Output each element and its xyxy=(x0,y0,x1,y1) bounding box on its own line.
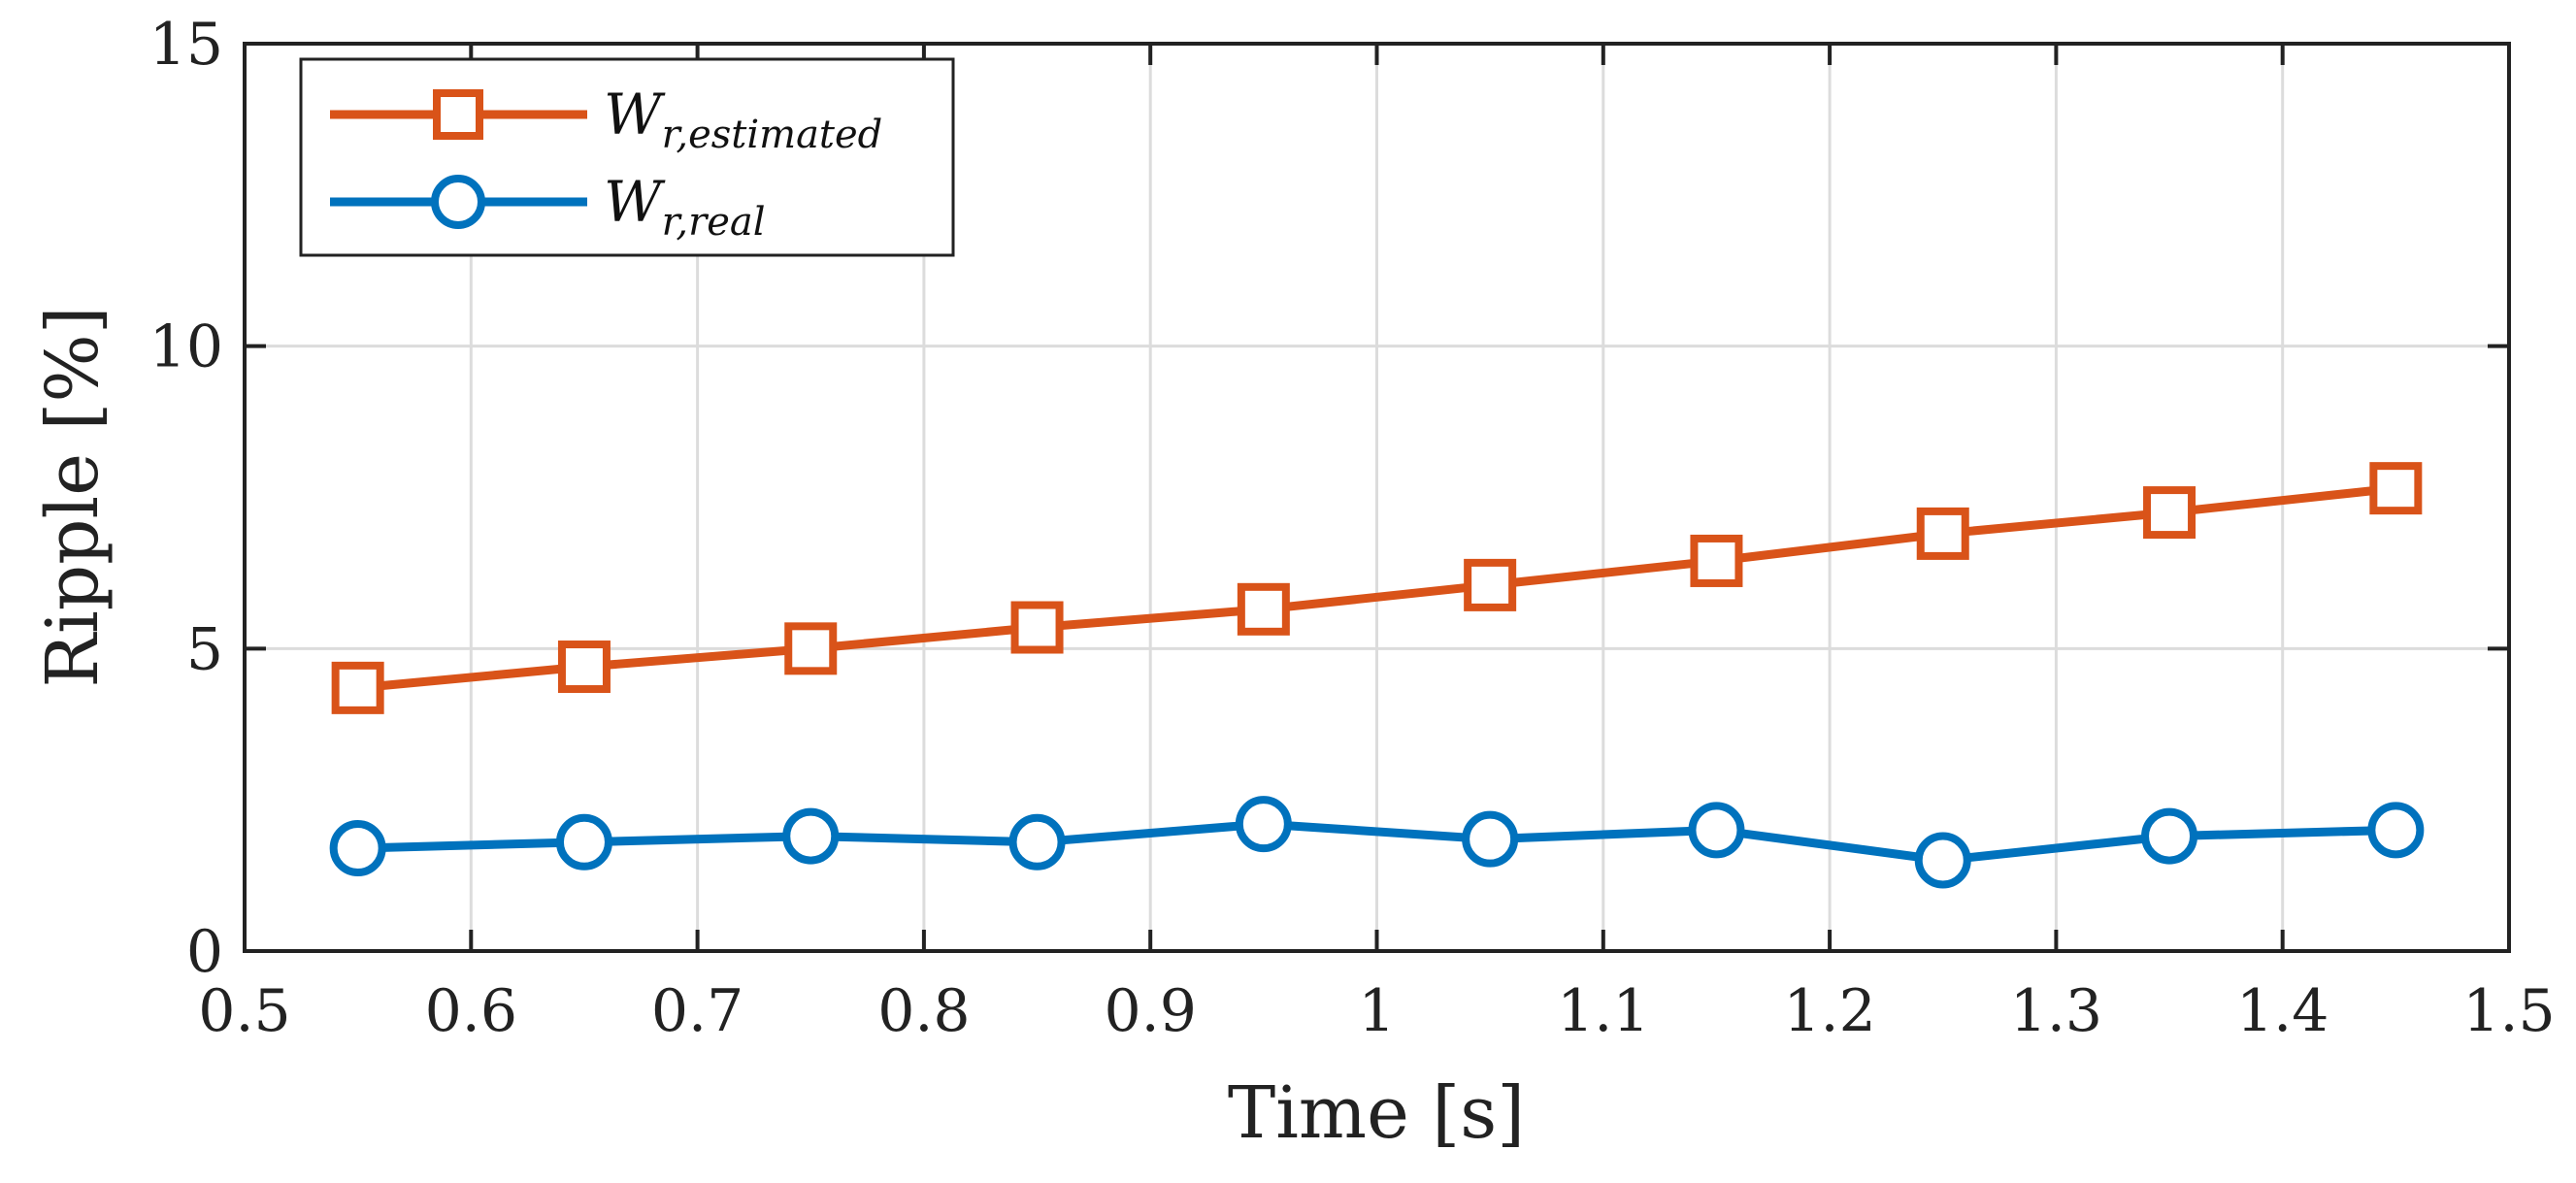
legend-marker-real xyxy=(431,175,485,229)
x-axis-title: Time [s] xyxy=(1228,1071,1525,1155)
x-tick-label: 0.8 xyxy=(877,977,970,1045)
series-line-real xyxy=(357,819,2396,865)
y-tick-label: 10 xyxy=(149,313,223,381)
y-tick-labels: 0 5 10 15 xyxy=(149,11,223,986)
data-point-estimated xyxy=(557,641,611,694)
y-axis-title: Ripple [%] xyxy=(31,306,115,687)
y-tick-label: 15 xyxy=(149,11,223,79)
legend-marker-estimated xyxy=(433,89,483,140)
data-point-estimated xyxy=(331,661,384,714)
x-tick-label: 1 xyxy=(1358,977,1395,1045)
legend: Wr,estimated Wr,real xyxy=(299,57,955,257)
legend-label-estimated-main: W xyxy=(604,82,666,148)
x-tick-label: 1.2 xyxy=(1783,977,1875,1045)
x-tick-label: 0.6 xyxy=(425,977,517,1045)
x-tick-label: 0.9 xyxy=(1104,977,1196,1045)
x-tick-label: 0.7 xyxy=(651,977,743,1045)
data-point-estimated xyxy=(1010,601,1064,654)
data-point-estimated xyxy=(2143,486,2196,540)
data-point-real xyxy=(329,820,386,877)
x-tick-label: 0.5 xyxy=(198,977,290,1045)
legend-label-estimated: Wr,estimated xyxy=(604,82,882,157)
series-line-estimated xyxy=(357,483,2396,693)
data-point-estimated xyxy=(1464,558,1517,611)
y-tick-label: 5 xyxy=(186,615,223,683)
data-point-real xyxy=(1235,796,1292,853)
data-point-estimated xyxy=(1690,534,1743,587)
x-tick-label: 1.3 xyxy=(2010,977,2102,1045)
data-point-real xyxy=(782,807,840,865)
data-point-real xyxy=(1462,810,1519,868)
data-point-estimated xyxy=(784,622,838,675)
data-point-real xyxy=(1914,832,1971,889)
legend-label-real: Wr,real xyxy=(604,169,766,245)
data-series xyxy=(329,462,2425,889)
data-point-estimated xyxy=(2369,462,2423,515)
plot-frame xyxy=(243,42,2511,953)
data-point-real xyxy=(555,813,612,871)
data-point-real xyxy=(1008,813,1066,871)
data-point-real xyxy=(2367,802,2425,859)
x-tick-label: 1.4 xyxy=(2236,977,2328,1045)
x-tick-label: 1.5 xyxy=(2462,977,2555,1045)
data-point-real xyxy=(1688,802,1745,859)
legend-label-real-sub: r,real xyxy=(662,200,766,245)
legend-label-estimated-sub: r,estimated xyxy=(662,113,883,157)
data-point-estimated xyxy=(1916,507,1969,560)
legend-label-real-main: W xyxy=(604,169,666,235)
data-point-real xyxy=(2141,807,2198,865)
legend-box xyxy=(299,57,955,257)
y-tick-label: 0 xyxy=(186,918,223,986)
x-tick-label: 1.1 xyxy=(1557,977,1649,1045)
data-point-estimated xyxy=(1237,582,1290,636)
x-tick-labels: 0.5 0.6 0.7 0.8 0.9 1 1.1 1.2 1.3 1.4 1.5 xyxy=(198,977,2555,1045)
